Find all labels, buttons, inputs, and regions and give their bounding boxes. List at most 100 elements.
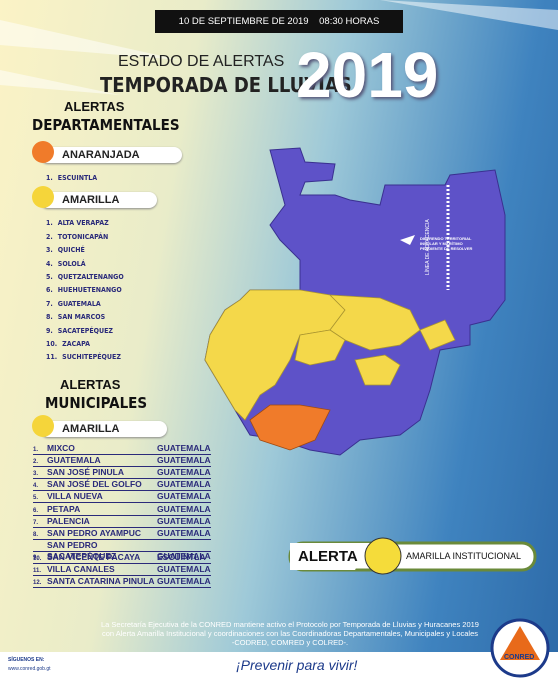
municipality-row: 8. SAN PEDRO AYAMPUC GUATEMALA	[33, 528, 211, 540]
department-name: ZACAPA	[62, 340, 90, 348]
municipality-row: 5. VILLA NUEVA GUATEMALA	[33, 491, 211, 504]
municipality-row: 7. PALENCIA GUATEMALA	[33, 516, 211, 528]
row-number: 11.	[33, 568, 42, 574]
alert-pill: AMARILLA	[32, 186, 157, 209]
municipality-row: 4. SAN JOSÉ DEL GOLFO GUATEMALA	[33, 479, 211, 492]
municipality: SAN JOSÉ PINULA	[47, 467, 124, 478]
badge-alert: ALERTA	[298, 548, 358, 565]
municipality-row: 6. PETAPA GUATEMALA	[33, 504, 211, 516]
date: 10 DE SEPTIEMBRE DE 2019	[178, 16, 309, 27]
department: 9. SACATEPÉQUEZ	[46, 325, 118, 336]
item-number: 5.	[46, 273, 53, 281]
item-number: 7.	[46, 299, 53, 308]
department: GUATEMALA	[157, 515, 211, 526]
department: GUATEMALA	[157, 550, 211, 561]
municipality: PETAPA	[47, 503, 81, 514]
department-name: SOLOLÁ	[57, 259, 86, 268]
department: 6. HUEHUETENANGO	[46, 284, 127, 295]
notice: La Secretaría Ejecutiva de la CONRED man…	[60, 620, 520, 647]
department: 3. QUICHÉ	[46, 244, 90, 255]
department-name: HUEHUETENANGO	[57, 286, 122, 295]
municipality: VILLA CANALES	[47, 564, 115, 574]
department: GUATEMALA	[157, 503, 211, 514]
alert-pill: ANARANJADA	[32, 141, 182, 163]
municipality: VILLA NUEVA	[47, 491, 103, 502]
department-name: SACATEPÉQUEZ	[57, 326, 113, 335]
department: GUATEMALA	[157, 527, 211, 538]
alert-label: AMARILLA	[62, 194, 120, 207]
department: GUATEMALA	[157, 479, 211, 490]
item-number: 8.	[46, 313, 53, 322]
municipality: SAN PEDRO SACATEPÉQUEZ	[47, 539, 117, 561]
item-number: 6.	[46, 286, 53, 295]
department: 7. GUATEMALA	[46, 298, 106, 309]
alert-label: AMARILLA	[62, 423, 120, 435]
item-number: 1.	[46, 219, 53, 228]
alert-pill: AMARILLA	[32, 415, 167, 437]
department: GUATEMALA	[157, 467, 211, 478]
row-number: 7.	[33, 519, 39, 526]
department: GUATEMALA	[157, 455, 211, 466]
title-line1: ESTADO DE ALERTAS	[118, 53, 285, 70]
municipality-row: 10. SAN VICENTE PACAYA ESCUINTLA	[33, 552, 211, 564]
item-number: 2.	[46, 232, 53, 241]
mun-heading: MUNICIPALES	[45, 394, 148, 412]
department-name: ALTA VERAPAZ	[57, 219, 109, 228]
row-number: 10.	[33, 555, 42, 562]
title-year: 2019	[296, 39, 439, 111]
municipality-row: 9. SAN PEDRO SACATEPÉQUEZ GUATEMALA	[33, 540, 211, 561]
date-bar: 10 DE SEPTIEMBRE DE 2019 08:30 HORAS	[155, 10, 403, 33]
follow: SÍGUENOS EN:	[8, 657, 45, 663]
item-number: 10.	[46, 340, 58, 348]
municipality: SANTA CATARINA PINULA	[47, 576, 155, 587]
department: GUATEMALA	[157, 491, 211, 502]
municipality: SAN JOSÉ DEL GOLFO	[47, 479, 142, 490]
department: 1. ESCUINTLA	[46, 172, 102, 183]
municipality: SAN PEDRO AYAMPUC	[47, 527, 141, 538]
department: 1. ALTA VERAPAZ	[46, 217, 114, 228]
municipality-row: 2. GUATEMALA GUATEMALA	[33, 455, 211, 468]
row-number: 6.	[33, 507, 39, 514]
notice-line: con Alerta Amarilla Institucional y coor…	[101, 629, 479, 638]
row-number: 5.	[33, 495, 39, 502]
website: www.conred.gob.gt	[8, 666, 51, 672]
municipality-row: 3. SAN JOSÉ PINULA GUATEMALA	[33, 467, 211, 480]
map-note: DIFERENDO TERRITORIAL INSULAR Y MARÍTIMO…	[420, 236, 473, 251]
department: GUATEMALA	[157, 443, 211, 453]
department-name: GUATEMALA	[57, 299, 101, 308]
row-number: 9.	[33, 554, 39, 561]
department: ESCUINTLA	[157, 551, 206, 562]
department-name: QUICHÉ	[57, 246, 85, 255]
department-name: QUETZALTENANGO	[57, 273, 124, 281]
municipality-row: 1. MIXCO GUATEMALA	[33, 443, 211, 455]
title-line2: TEMPORADA DE LLUVIAS	[100, 73, 352, 97]
department-name: SUCHITEPÉQUEZ	[62, 353, 121, 362]
alert-label: ANARANJADA	[62, 149, 140, 161]
row-number: 8.	[33, 531, 39, 538]
department: GUATEMALA	[157, 564, 211, 574]
badge-level: AMARILLA INSTITUCIONAL	[406, 551, 522, 561]
item-number: 4.	[46, 259, 53, 268]
row-number: 2.	[33, 459, 39, 466]
notice-line: La Secretaría Ejecutiva de la CONRED man…	[101, 620, 479, 629]
department: 10. ZACAPA	[46, 338, 95, 349]
department: 2. TOTONICAPÁN	[46, 231, 113, 242]
row-number: 1.	[33, 447, 39, 453]
municipality-row: 12. SANTA CATARINA PINULA GUATEMALA	[33, 576, 211, 589]
municipality: PALENCIA	[47, 515, 90, 526]
department: 11. SUCHITEPÉQUEZ	[46, 351, 126, 362]
municipality: SAN VICENTE PACAYA	[47, 551, 141, 562]
item-number: 3.	[46, 246, 53, 255]
logo-text: CONRED	[504, 654, 535, 661]
slogan: ¡Prevenir para vivir!	[236, 657, 358, 673]
department: 4. SOLOLÁ	[46, 258, 91, 269]
dept-heading: DEPARTAMENTALES	[32, 116, 180, 134]
map-line-label: LÍNEA DE ADYACENCIA	[425, 219, 431, 275]
municipality: GUATEMALA	[47, 455, 101, 466]
item-number: 11.	[46, 353, 58, 362]
dept-heading: ALERTAS	[64, 99, 125, 114]
row-number: 3.	[33, 471, 39, 478]
department-name: SAN MARCOS	[57, 313, 106, 322]
